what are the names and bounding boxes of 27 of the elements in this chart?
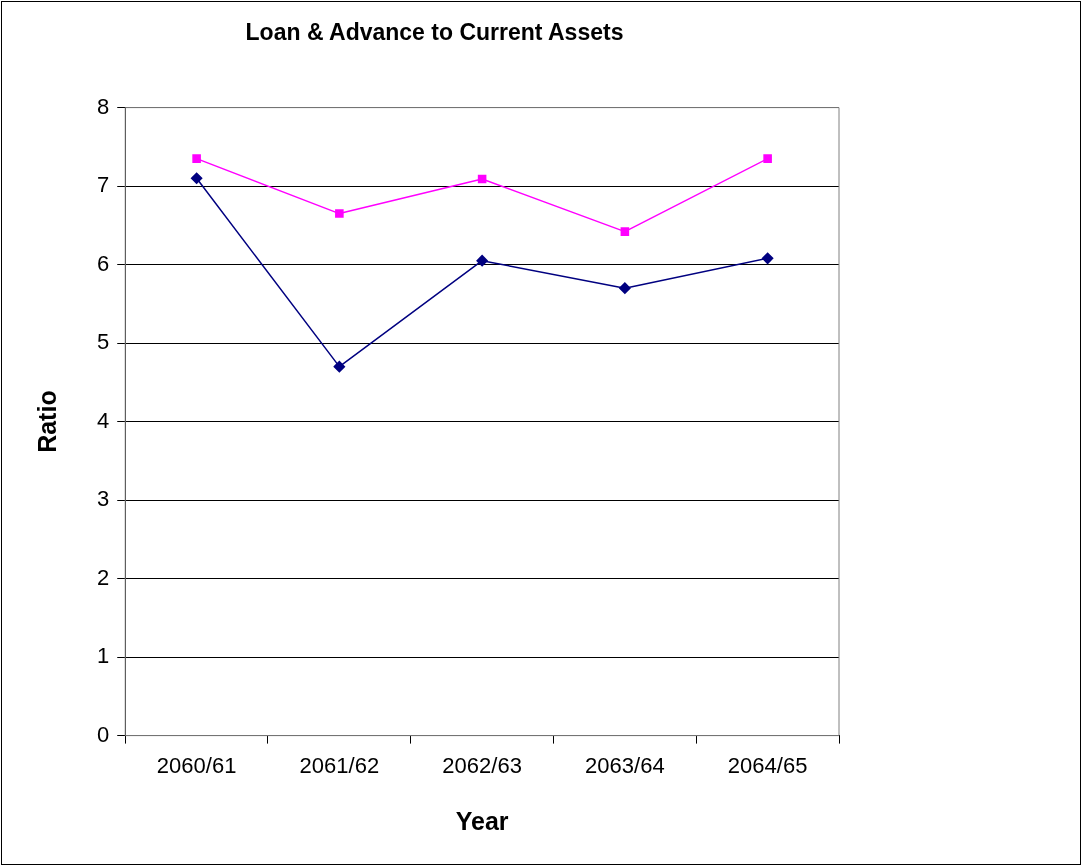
point <box>335 209 344 218</box>
point <box>763 154 772 163</box>
y-tick-label: 7 <box>96 172 110 198</box>
x-tick-label: 2060/61 <box>156 752 237 778</box>
point <box>620 227 630 236</box>
point <box>476 254 488 267</box>
x-tick-label: 2061/62 <box>299 752 380 778</box>
x-tick-label: 2063/64 <box>585 752 665 778</box>
chart-title: Loan & Advance to Current Assets <box>245 19 624 46</box>
y-tick-label: 1 <box>96 643 110 669</box>
x-tick-label: 2062/63 <box>442 752 522 778</box>
y-tick-label: 4 <box>96 407 110 433</box>
point <box>477 174 487 184</box>
y-tick-label: 6 <box>96 250 110 276</box>
y-tick-label: 0 <box>96 721 110 747</box>
point <box>333 360 346 373</box>
y-axis-title: Ratio <box>32 390 61 453</box>
y-tick-label: 5 <box>96 329 110 355</box>
y-tick-label: 8 <box>96 93 110 119</box>
x-tick-label: 2064/65 <box>727 752 808 778</box>
x-axis-title: Year <box>455 806 509 835</box>
point <box>619 282 631 294</box>
y-tick-label: 3 <box>96 486 110 512</box>
point <box>190 172 203 184</box>
y-tick-label: 2 <box>96 564 110 590</box>
point <box>192 154 201 163</box>
point <box>761 252 774 265</box>
